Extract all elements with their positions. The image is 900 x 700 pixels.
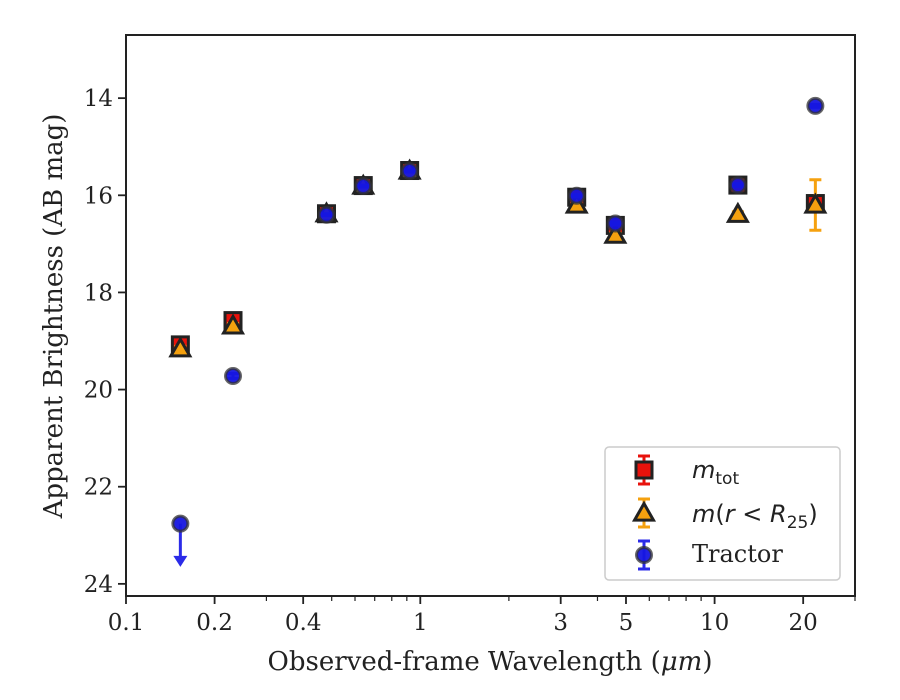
x-tick-label: 10 — [700, 610, 729, 636]
y-tick-label: 14 — [84, 86, 113, 112]
m_r25-point — [603, 222, 628, 244]
y-tick-label: 18 — [84, 280, 113, 306]
x-axis-ticks: 0.1 0.2 0.4 1 3 5 10 20 — [108, 596, 856, 636]
x-tick-label: 0.1 — [108, 610, 145, 636]
tractor-point — [606, 214, 625, 233]
tractor-point — [567, 186, 586, 205]
tractor-point — [354, 177, 373, 196]
plot-frame — [125, 34, 856, 597]
tractor-point — [806, 96, 825, 115]
m_r25-point — [803, 192, 828, 214]
legend-marker-tractor — [635, 546, 653, 564]
tractor-point — [728, 176, 747, 195]
series-tractor — [171, 96, 825, 567]
tractor-point — [400, 162, 419, 180]
x-tick-label: 0.2 — [196, 610, 233, 636]
m_r25-point — [220, 313, 246, 335]
x-axis-label: Observed-frame Wavelength (μm) — [268, 647, 713, 677]
x-tick-label: 5 — [619, 610, 634, 636]
legend-marker-m_tot — [634, 460, 654, 480]
legend-marker-m_r25 — [631, 500, 657, 522]
y-axis-label: Apparent Brightness (AB mag) — [39, 114, 69, 520]
x-tick-label: 0.4 — [285, 610, 322, 636]
upper-limit-arrowhead — [173, 555, 188, 567]
m_r25-point — [725, 201, 750, 223]
y-tick-label: 24 — [84, 572, 113, 598]
legend: mtot m(r < R25) Tractor — [604, 446, 841, 581]
legend-label-m-r25: m(r < R25) — [692, 500, 818, 533]
legend-box — [604, 446, 841, 581]
legend-markers — [631, 454, 657, 571]
tractor-point — [224, 366, 243, 385]
legend-label-m-tot: mtot — [692, 456, 739, 489]
y-tick-label: 16 — [84, 183, 113, 209]
tractor-point — [317, 205, 336, 224]
x-tick-label: 3 — [553, 610, 568, 636]
tractor-point — [171, 514, 190, 533]
y-axis-ticks: 14 16 18 20 22 24 — [84, 86, 126, 598]
x-tick-label: 20 — [789, 610, 818, 636]
legend-label-tractor: Tractor — [692, 540, 783, 568]
x-tick-label: 1 — [413, 610, 428, 636]
m_r25-point — [168, 336, 193, 358]
data-marks — [168, 96, 828, 567]
y-tick-label: 22 — [84, 475, 113, 501]
y-tick-label: 20 — [84, 378, 113, 404]
